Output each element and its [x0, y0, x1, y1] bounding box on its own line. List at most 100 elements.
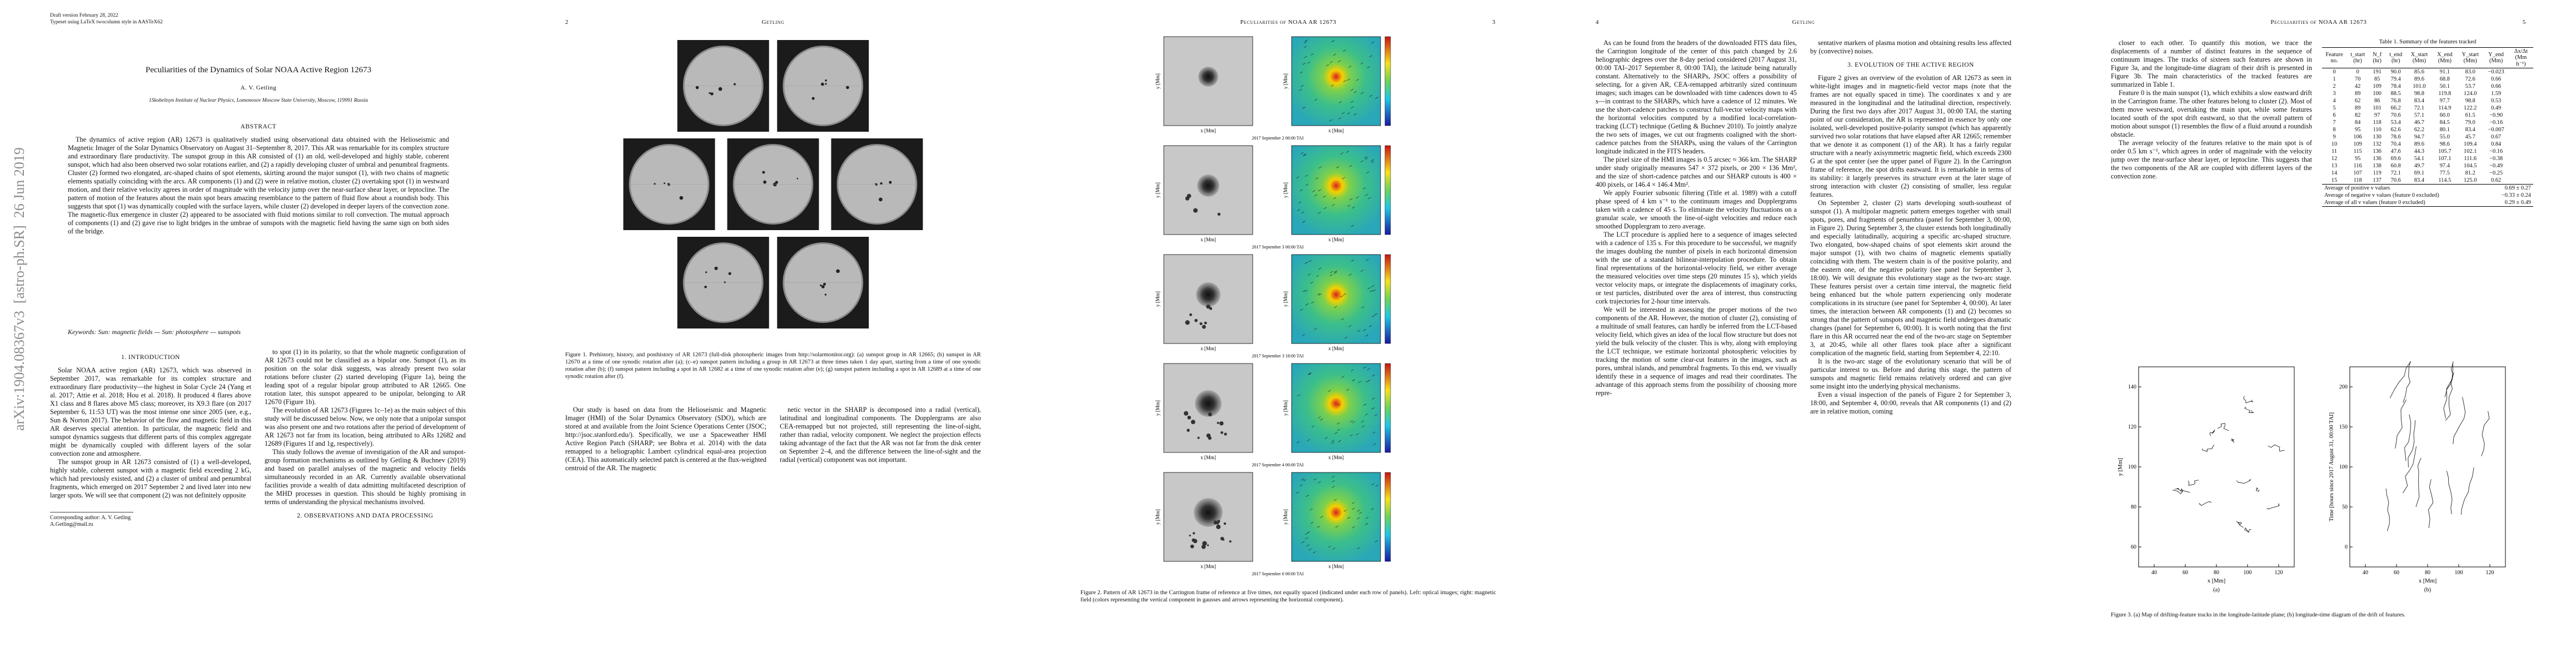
column: sentative markers of plasma motion and o…	[1810, 39, 2011, 653]
field-arrow	[1310, 281, 1314, 284]
feature-track	[2428, 479, 2434, 529]
table-cell: 85.6	[2414, 69, 2425, 75]
field-arrow	[1331, 476, 1335, 478]
field-arrow	[1337, 429, 1341, 431]
field-arrow	[1346, 151, 1349, 153]
spot-fragment	[1209, 307, 1213, 310]
field-arrow	[1303, 41, 1307, 44]
feature-track	[2173, 488, 2183, 495]
table-cell: 60.0	[2439, 112, 2450, 118]
field-arrow	[1320, 419, 1323, 421]
field-arrow	[1343, 293, 1347, 296]
page: Peculiarities of NOAA AR 12673 3 x [Mm] y…	[1030, 0, 1546, 667]
field-arrow	[1336, 166, 1339, 168]
spot-fragment	[1189, 313, 1192, 316]
field-arrow	[1318, 212, 1321, 214]
field-arrow	[1366, 259, 1369, 261]
sunspot	[820, 284, 822, 287]
field-arrow	[1299, 484, 1303, 486]
table-cell: 0.66	[2491, 76, 2502, 82]
paragraph: It is the two-arc stage of the evolution…	[1810, 357, 2011, 390]
field-arrow	[1352, 507, 1355, 510]
sunspot	[796, 177, 799, 180]
table-cell: 136	[2373, 148, 2381, 155]
field-arrow	[1352, 206, 1355, 209]
field-arrow	[1351, 259, 1354, 262]
table-cell: 115	[2353, 148, 2362, 155]
sunspot	[695, 86, 699, 89]
field-arrow	[1308, 548, 1312, 551]
field-arrow	[1311, 53, 1314, 56]
feature-track	[2244, 527, 2251, 533]
table-cell: 10	[2331, 141, 2338, 147]
field-arrow	[1347, 205, 1351, 207]
affiliation: 1Skobeltsyn Institute of Nuclear Physics…	[148, 98, 368, 103]
sunspot	[1196, 282, 1220, 307]
field-arrow	[1353, 91, 1357, 93]
figure-2: x [Mm] y [Mm] x [Mm] y [Mm] 2017 September 2…	[1155, 36, 1391, 576]
field-arrow	[1351, 369, 1354, 371]
table-cell: 124.0	[2464, 91, 2477, 97]
feature-track	[2385, 488, 2390, 531]
y-axis-label: y [Mm]	[2117, 458, 2124, 476]
x-tick-label: 40	[2151, 570, 2157, 576]
figure-caption: Figure 2. Pattern of AR 12673 in the Car…	[1080, 590, 1496, 603]
feature-track	[2481, 411, 2490, 456]
field-arrow	[1299, 71, 1303, 74]
sunspot	[704, 285, 707, 288]
spot-fragment	[1190, 420, 1195, 425]
feature-track	[2199, 501, 2212, 506]
y-axis-label: y [Mm]	[1283, 182, 1288, 198]
table-cell: 97.7	[2439, 98, 2450, 104]
table-cell: 2	[2333, 83, 2336, 89]
field-arrow	[1303, 479, 1307, 481]
spot-fragment	[1207, 544, 1209, 546]
table-cell: 46.7	[2414, 120, 2425, 126]
sunspot	[879, 197, 883, 202]
field-arrow	[1331, 440, 1334, 442]
table-cell: 69.1	[2414, 170, 2425, 176]
spot-fragment	[1187, 193, 1192, 198]
summary-label: Average of all v values (feature 0 exclu…	[2324, 200, 2425, 206]
field-arrow	[1363, 187, 1366, 190]
table-cell: 102.1	[2464, 148, 2477, 155]
spot-fragment	[1187, 415, 1192, 420]
field-arrow	[1320, 516, 1323, 518]
spot-fragment	[1193, 208, 1198, 213]
field-arrow	[1338, 440, 1341, 442]
spot-fragment	[1194, 318, 1198, 322]
sunspot	[836, 269, 840, 273]
field-arrow	[1363, 366, 1367, 369]
colorbar	[1384, 472, 1391, 562]
table-cell: 109.4	[2464, 141, 2477, 147]
paragraph: Even a visual inspection of the panels o…	[1810, 391, 2011, 415]
table-cell: 45.7	[2465, 134, 2475, 140]
field-arrow	[1362, 425, 1365, 427]
y-axis-label: y [Mm]	[1283, 400, 1288, 416]
field-arrow	[1357, 330, 1361, 332]
plot-frame	[2138, 366, 2295, 568]
table-row: 11 115 136 47.6 44.3 105.7 102.1 −0.16	[2322, 148, 2533, 155]
table-cell: 0	[2356, 69, 2359, 75]
rule	[2322, 68, 2533, 69]
table-cell: 101	[2373, 105, 2381, 111]
field-arrow	[1305, 537, 1308, 540]
sunspot	[664, 182, 666, 185]
table-cell: 136	[2373, 156, 2381, 162]
row-time: 2017 September 3 18:00 TAI	[1252, 354, 1304, 359]
spot-fragment	[1185, 320, 1190, 325]
table-cell: 100	[2373, 91, 2381, 97]
table-cell: −0.49	[2489, 163, 2503, 169]
field-arrow	[1318, 293, 1322, 296]
field-arrow	[1317, 293, 1321, 295]
table-cell: 70.6	[2390, 177, 2401, 183]
row-time: 2017 September 2 00:00 TAI	[1252, 136, 1304, 141]
field-arrow	[1364, 414, 1368, 416]
field-arrow	[1366, 171, 1369, 173]
field-arrow	[1339, 101, 1342, 103]
paragraph: The evolution of AR 12673 (Figures 1c–1e…	[265, 406, 466, 447]
paragraph: sentative markers of plasma motion and o…	[1810, 39, 2011, 55]
running-head: Peculiarities of NOAA AR 12673	[2270, 19, 2367, 26]
sunspot	[811, 97, 815, 100]
